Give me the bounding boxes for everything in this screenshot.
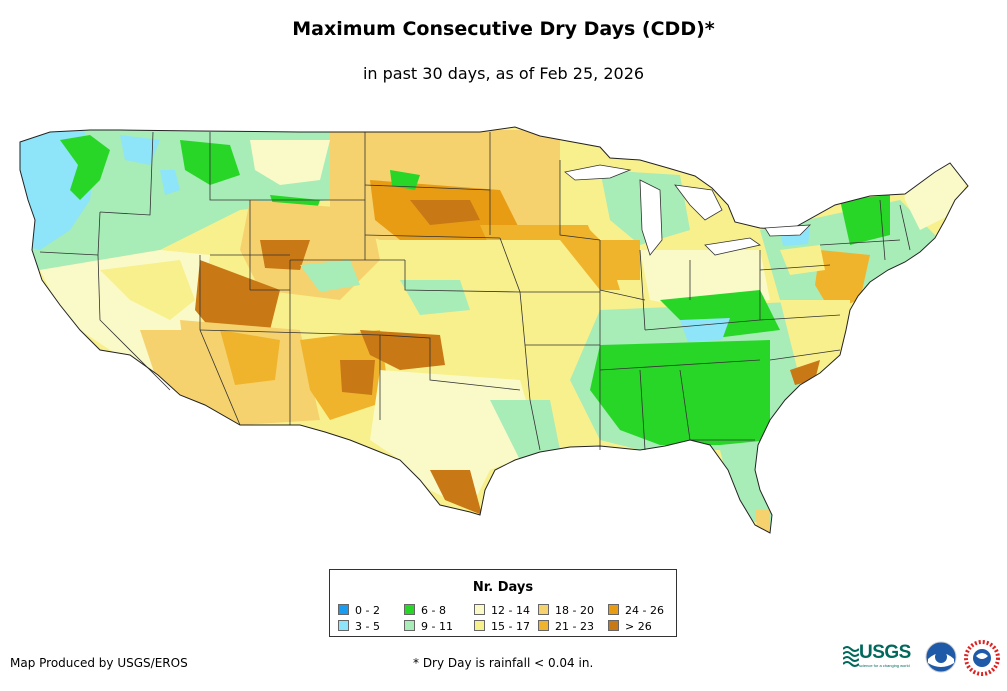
legend-item-0-2: 0 - 2 [338,604,380,617]
legend-label: 21 - 23 [555,620,594,633]
legend-label: 0 - 2 [355,604,380,617]
usgs-wave-icon [843,646,859,667]
legend: Nr. Days 0 - 2 3 - 5 6 - 8 9 - 11 12 - 1… [329,569,677,637]
legend-swatch-18-20 [538,604,549,615]
legend-swatch-21-23 [538,620,549,631]
legend-item-15-17: 15 - 17 [474,620,530,633]
legend-item-21-23: 21 - 23 [538,620,594,633]
legend-swatch-24-26 [608,604,619,615]
dry-day-note: * Dry Day is rainfall < 0.04 in. [413,656,594,670]
legend-item-24-26: 24 - 26 [608,604,664,617]
usgs-wordmark: USGS [859,642,911,663]
legend-swatch-12-14 [474,604,485,615]
legend-label: 18 - 20 [555,604,594,617]
usgs-tagline: science for a changing world [859,663,910,668]
legend-swatch-0-2 [338,604,349,615]
legend-label: 6 - 8 [421,604,446,617]
legend-item-12-14: 12 - 14 [474,604,530,617]
legend-label: 9 - 11 [421,620,453,633]
usgs-logo: USGS science for a changing world [843,642,923,671]
legend-swatch-3-5 [338,620,349,631]
legend-label: 15 - 17 [491,620,530,633]
nws-logo-icon [964,640,1000,676]
legend-label: > 26 [625,620,652,633]
legend-item-3-5: 3 - 5 [338,620,380,633]
producer-credit: Map Produced by USGS/EROS [10,656,188,670]
legend-label: 3 - 5 [355,620,380,633]
legend-swatch-9-11 [404,620,415,631]
legend-label: 12 - 14 [491,604,530,617]
legend-title: Nr. Days [472,580,534,595]
legend-item-18-20: 18 - 20 [538,604,594,617]
legend-item-over-26: > 26 [608,620,652,633]
legend-swatch-over-26 [608,620,619,631]
map-subtitle: in past 30 days, as of Feb 25, 2026 [362,64,645,83]
legend-swatch-15-17 [474,620,485,631]
noaa-logo-icon [925,641,957,673]
map-title: Maximum Consecutive Dry Days (CDD)* [292,18,715,40]
legend-swatch-6-8 [404,604,415,615]
legend-label: 24 - 26 [625,604,664,617]
legend-item-6-8: 6 - 8 [404,604,446,617]
legend-item-9-11: 9 - 11 [404,620,453,633]
